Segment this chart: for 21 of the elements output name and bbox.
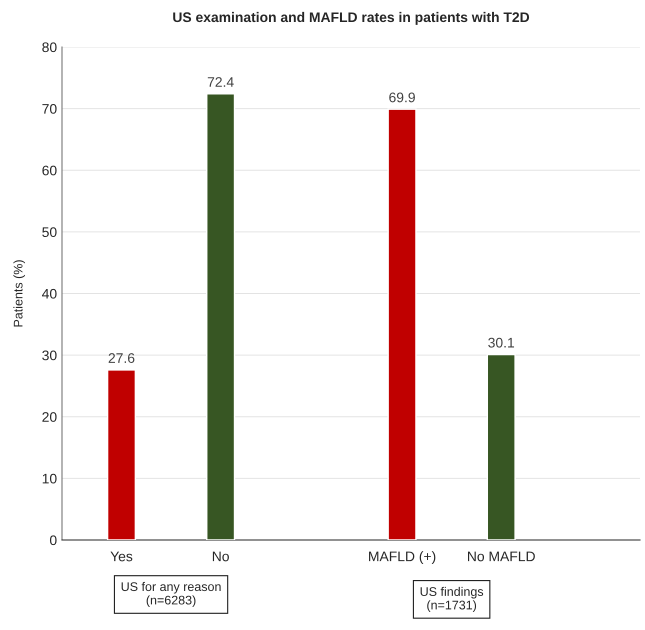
x-tick-label: MAFLD (+) bbox=[369, 551, 436, 564]
y-tick-label: 40 bbox=[42, 288, 57, 299]
y-tick-label: 20 bbox=[42, 412, 57, 422]
y-tick-label: 70 bbox=[42, 104, 57, 114]
data-label: 72.4 bbox=[208, 77, 234, 87]
text: US findings (n=1731) bbox=[420, 586, 484, 612]
y-tick-label: 10 bbox=[42, 474, 57, 484]
y-tick-label: 80 bbox=[42, 42, 57, 52]
data-label: 69.9 bbox=[389, 92, 415, 102]
chart-title: US examination and MAFLD rates in patients with T2D bbox=[173, 12, 530, 25]
y-tick-label: 60 bbox=[42, 166, 57, 176]
y-tick-label: 50 bbox=[42, 227, 57, 238]
x-tick-label: No bbox=[212, 552, 229, 562]
y-tick-label: 30 bbox=[42, 350, 57, 360]
x-tick-label: Yes bbox=[110, 552, 132, 562]
x-tick-label: No MAFLD bbox=[468, 552, 535, 562]
text: US for any reason (n=6283) bbox=[122, 582, 221, 608]
data-label: 30.1 bbox=[488, 338, 514, 348]
y-tick-label: 0 bbox=[50, 535, 57, 546]
y-axis-title: Patients (%) bbox=[13, 260, 26, 327]
data-label: 27.6 bbox=[108, 353, 134, 364]
